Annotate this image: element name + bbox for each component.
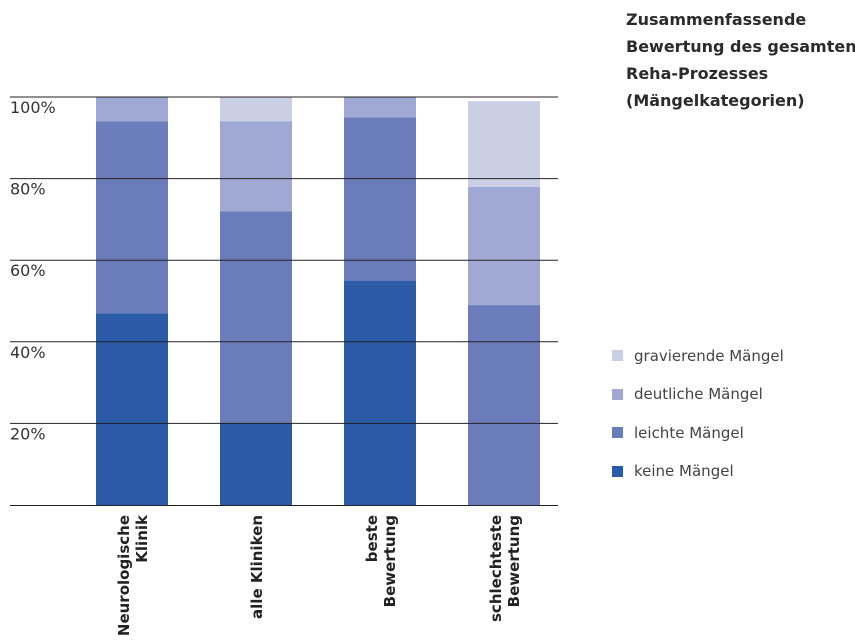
bar-segment [344, 97, 416, 118]
chart-legend: gravierende Mängel deutliche Mängel leicht… [612, 346, 852, 500]
y-tick-label: 100% [10, 98, 56, 117]
y-tick-label: 60% [10, 261, 46, 280]
bar-segment [96, 313, 168, 505]
legend-item: leichte Mängel [612, 423, 852, 442]
legend-label: keine Mängel [634, 462, 734, 480]
bar-segment [220, 121, 292, 212]
chart-title-line: Bewertung des gesamten [626, 37, 855, 56]
legend-label: gravierende Mängel [634, 346, 784, 365]
chart-title-line: (Mängelkategorien) [626, 91, 805, 110]
bar-segment [344, 280, 416, 505]
bar-segment [468, 305, 540, 505]
chart-title-line: Zusammenfassende [626, 10, 807, 29]
y-tick-label: 80% [10, 180, 46, 199]
bar-segment [220, 97, 292, 122]
y-tick-label: 40% [10, 343, 46, 362]
bar-segment [468, 186, 540, 306]
bar-segment [468, 101, 540, 187]
bar-segment [220, 211, 292, 424]
x-category-label: beste [363, 515, 381, 562]
legend-item: gravierende Mängel [612, 346, 852, 365]
legend-swatch [612, 350, 623, 361]
x-category-label: Bewertung [505, 515, 523, 607]
legend-swatch [612, 388, 623, 400]
y-tick-label: 20% [10, 424, 46, 443]
legend-label: leichte Mängel [634, 423, 744, 442]
legend-item: keine Mängel [612, 462, 852, 481]
bar-segment [344, 117, 416, 281]
x-category-label: alle Kliniken [248, 515, 266, 619]
chart-title-line: Reha-Prozesses [626, 64, 769, 83]
bar-segment [96, 121, 168, 314]
x-category-label: Bewertung [381, 515, 399, 607]
legend-swatch [612, 427, 623, 438]
x-category-label: schlechteste [487, 515, 505, 622]
legend-item: deutliche Mängel [612, 385, 852, 404]
legend-swatch [612, 465, 623, 477]
x-category-label: Klinik [133, 514, 151, 563]
x-category-label: Neurologische [115, 515, 133, 636]
chart-title: Zusammenfassende Bewertung des gesamten … [626, 6, 855, 114]
legend-label: deutliche Mängel [634, 385, 763, 403]
bar-segment [220, 423, 292, 505]
bar-segment [96, 97, 168, 122]
